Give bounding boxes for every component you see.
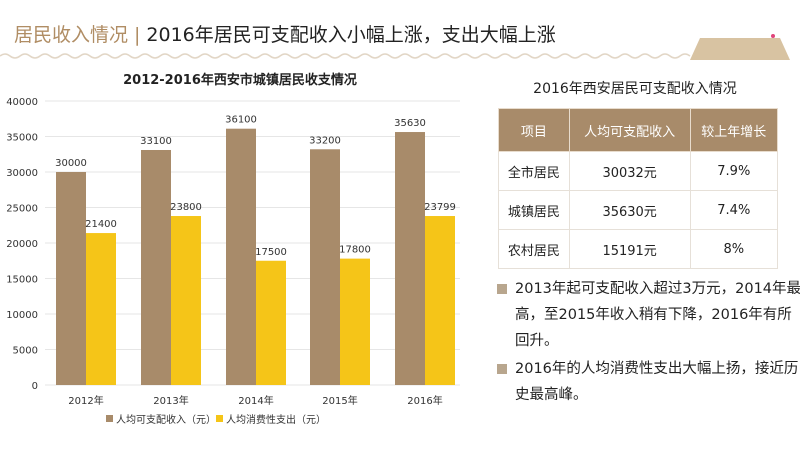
header-cell: 项目 <box>498 108 570 152</box>
section-title: 居民收入情况 <box>14 24 129 46</box>
table-row: 城镇居民 35630元 7.4% <box>498 190 779 230</box>
y-tick-label: 25000 <box>6 204 38 215</box>
x-tick-label: 2012年 <box>68 394 103 407</box>
spending-bar <box>340 258 370 385</box>
spending-bar <box>425 216 455 385</box>
y-tick-label: 40000 <box>6 97 38 108</box>
data-label: 17500 <box>255 247 287 258</box>
spending-bar <box>86 233 116 385</box>
cell: 城镇居民 <box>498 190 570 230</box>
cell: 8% <box>689 229 779 269</box>
data-label: 33200 <box>309 135 341 146</box>
legend-label: 人均消费性支出（元） <box>226 413 326 426</box>
x-tick-label: 2013年 <box>153 394 188 407</box>
data-label: 17800 <box>339 245 371 256</box>
y-tick-label: 30000 <box>6 168 38 179</box>
decorative-grid-illustration <box>690 34 790 60</box>
cell: 全市居民 <box>498 151 570 191</box>
data-label: 23799 <box>424 202 456 213</box>
page-header: 居民收入情况 | 2016年居民可支配收入小幅上涨，支出大幅上涨 <box>14 20 556 47</box>
table-row: 农村居民 15191元 8% <box>498 229 779 269</box>
data-label: 30000 <box>55 158 87 169</box>
cell: 15191元 <box>568 229 691 269</box>
data-label: 21400 <box>85 219 117 230</box>
bullet-point: 2016年的人均消费性支出大幅上扬，接近历史最高峰。 <box>497 356 800 408</box>
cell: 农村居民 <box>498 229 570 269</box>
wave-divider <box>0 53 691 59</box>
table-row: 全市居民 30032元 7.9% <box>498 151 779 191</box>
y-tick-label: 15000 <box>6 275 38 286</box>
spending-bar <box>171 216 201 385</box>
table-header-row: 项目 人均可支配收入 较上年增长 <box>498 108 779 152</box>
income-bar <box>226 128 256 385</box>
chart-title: 2012-2016年西安市城镇居民收支情况 <box>123 72 357 88</box>
spending-bar <box>256 260 286 385</box>
y-tick-label: 10000 <box>6 310 38 321</box>
data-label: 33100 <box>140 136 172 147</box>
header-cell: 人均可支配收入 <box>568 108 691 152</box>
y-tick-label: 0 <box>32 381 38 392</box>
cell: 35630元 <box>568 190 691 230</box>
table-title: 2016年西安居民可支配收入情况 <box>533 81 737 97</box>
separator: | <box>134 24 141 46</box>
income-bar <box>310 149 340 385</box>
legend-label: 人均可支配收入（元） <box>116 413 216 426</box>
cell: 7.4% <box>689 190 779 230</box>
legend-swatch <box>106 415 113 422</box>
cell: 30032元 <box>568 151 691 191</box>
data-label: 36100 <box>225 115 257 126</box>
y-tick-label: 20000 <box>6 239 38 250</box>
page-title: 2016年居民可支配收入小幅上涨，支出大幅上涨 <box>146 24 556 46</box>
x-tick-label: 2014年 <box>238 394 273 407</box>
x-tick-label: 2015年 <box>322 394 357 407</box>
cell: 7.9% <box>689 151 779 191</box>
income-bar <box>395 132 425 385</box>
income-bar <box>141 149 171 385</box>
y-tick-label: 35000 <box>6 133 38 144</box>
header-cell: 较上年增长 <box>689 108 779 152</box>
legend-swatch <box>216 415 223 422</box>
bar-chart: 2012-2016年西安市城镇居民收支情况 0 5000 10000 15000 200… <box>6 72 460 426</box>
bullet-point: 2013年起可支配收入超过3万元，2014年最高，至2015年收入稍有下降，20… <box>497 276 800 354</box>
income-bar <box>56 172 86 385</box>
data-label: 35630 <box>394 118 426 129</box>
y-tick-label: 5000 <box>13 346 38 357</box>
data-label: 23800 <box>170 202 202 213</box>
income-table: 项目 人均可支配收入 较上年增长 全市居民 30032元 7.9% 城镇居民 35630元… <box>498 108 779 269</box>
x-tick-label: 2016年 <box>407 394 442 407</box>
